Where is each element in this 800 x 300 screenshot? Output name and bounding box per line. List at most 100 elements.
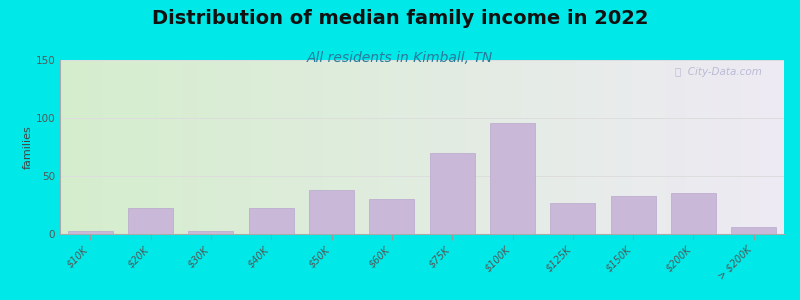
Bar <box>297 60 299 234</box>
Bar <box>333 60 335 234</box>
Bar <box>70 60 72 234</box>
Bar <box>475 60 478 234</box>
Bar <box>738 60 741 234</box>
Bar <box>243 60 246 234</box>
Bar <box>84 60 86 234</box>
Bar <box>414 60 417 234</box>
Bar <box>120 60 122 234</box>
Bar <box>654 60 656 234</box>
Bar <box>395 60 398 234</box>
Bar <box>198 60 200 234</box>
Bar <box>649 60 651 234</box>
Bar <box>222 60 224 234</box>
Bar <box>690 60 692 234</box>
Bar <box>502 60 504 234</box>
Bar <box>306 60 309 234</box>
Bar <box>376 60 378 234</box>
Bar <box>533 60 535 234</box>
Bar <box>210 60 212 234</box>
Bar <box>110 60 113 234</box>
Bar <box>89 60 91 234</box>
Bar <box>755 60 758 234</box>
Bar <box>603 60 606 234</box>
Bar <box>518 60 521 234</box>
Bar <box>642 60 644 234</box>
Bar <box>743 60 746 234</box>
Bar <box>731 60 734 234</box>
Bar <box>311 60 314 234</box>
Bar <box>130 60 133 234</box>
Bar <box>589 60 591 234</box>
Bar <box>362 60 364 234</box>
Text: All residents in Kimball, TN: All residents in Kimball, TN <box>307 51 493 65</box>
Bar <box>267 60 270 234</box>
Bar <box>417 60 419 234</box>
Bar <box>202 60 205 234</box>
Bar <box>229 60 231 234</box>
Bar <box>466 60 468 234</box>
Bar <box>321 60 323 234</box>
Bar <box>200 60 202 234</box>
Bar <box>258 60 260 234</box>
Bar <box>656 60 658 234</box>
Bar <box>79 60 82 234</box>
Bar <box>449 60 451 234</box>
Bar <box>456 60 458 234</box>
Bar <box>302 60 304 234</box>
Bar <box>174 60 176 234</box>
Bar <box>188 60 190 234</box>
Bar <box>250 60 253 234</box>
Bar <box>388 60 390 234</box>
Bar <box>767 60 770 234</box>
Bar <box>779 60 782 234</box>
Bar <box>219 60 222 234</box>
Bar <box>473 60 475 234</box>
Bar <box>663 60 666 234</box>
Bar <box>342 60 345 234</box>
Bar <box>682 60 685 234</box>
Bar <box>138 60 140 234</box>
Bar <box>214 60 217 234</box>
Bar <box>661 60 663 234</box>
Bar <box>150 60 152 234</box>
Bar <box>140 60 142 234</box>
Bar <box>135 60 138 234</box>
Bar <box>726 60 729 234</box>
Bar <box>630 60 632 234</box>
Bar <box>157 60 159 234</box>
Bar <box>195 60 198 234</box>
Bar <box>207 60 210 234</box>
Bar <box>668 60 670 234</box>
Bar <box>103 60 106 234</box>
Bar <box>506 60 509 234</box>
Bar <box>622 60 625 234</box>
Bar <box>285 60 287 234</box>
Bar <box>545 60 547 234</box>
Bar <box>750 60 753 234</box>
Bar <box>542 60 545 234</box>
Bar <box>118 60 120 234</box>
Bar <box>241 60 243 234</box>
Bar <box>304 60 306 234</box>
Bar <box>77 60 79 234</box>
Bar <box>463 60 466 234</box>
Bar <box>282 60 285 234</box>
Bar <box>309 190 354 234</box>
Bar <box>499 60 502 234</box>
Bar <box>419 60 422 234</box>
Bar <box>608 60 610 234</box>
Bar <box>610 196 656 234</box>
Bar <box>62 60 65 234</box>
Bar <box>699 60 702 234</box>
Bar <box>620 60 622 234</box>
Bar <box>234 60 236 234</box>
Bar <box>702 60 704 234</box>
Bar <box>692 60 694 234</box>
Bar <box>651 60 654 234</box>
Bar <box>468 60 470 234</box>
Text: Distribution of median family income in 2022: Distribution of median family income in … <box>152 9 648 28</box>
Bar <box>249 208 294 234</box>
Bar <box>478 60 480 234</box>
Bar <box>704 60 706 234</box>
Bar <box>330 60 333 234</box>
